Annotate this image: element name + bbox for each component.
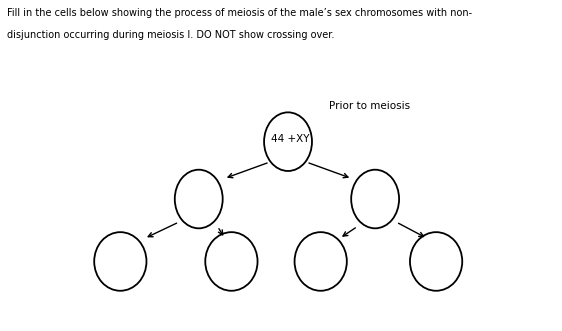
Text: Fill in the cells below showing the process of meiosis of the male’s sex chromos: Fill in the cells below showing the proc… <box>7 8 473 18</box>
Text: Prior to meiosis: Prior to meiosis <box>329 101 410 111</box>
Text: disjunction occurring during meiosis I. DO NOT show crossing over.: disjunction occurring during meiosis I. … <box>7 30 335 40</box>
Text: 44 +XY: 44 +XY <box>271 134 310 144</box>
